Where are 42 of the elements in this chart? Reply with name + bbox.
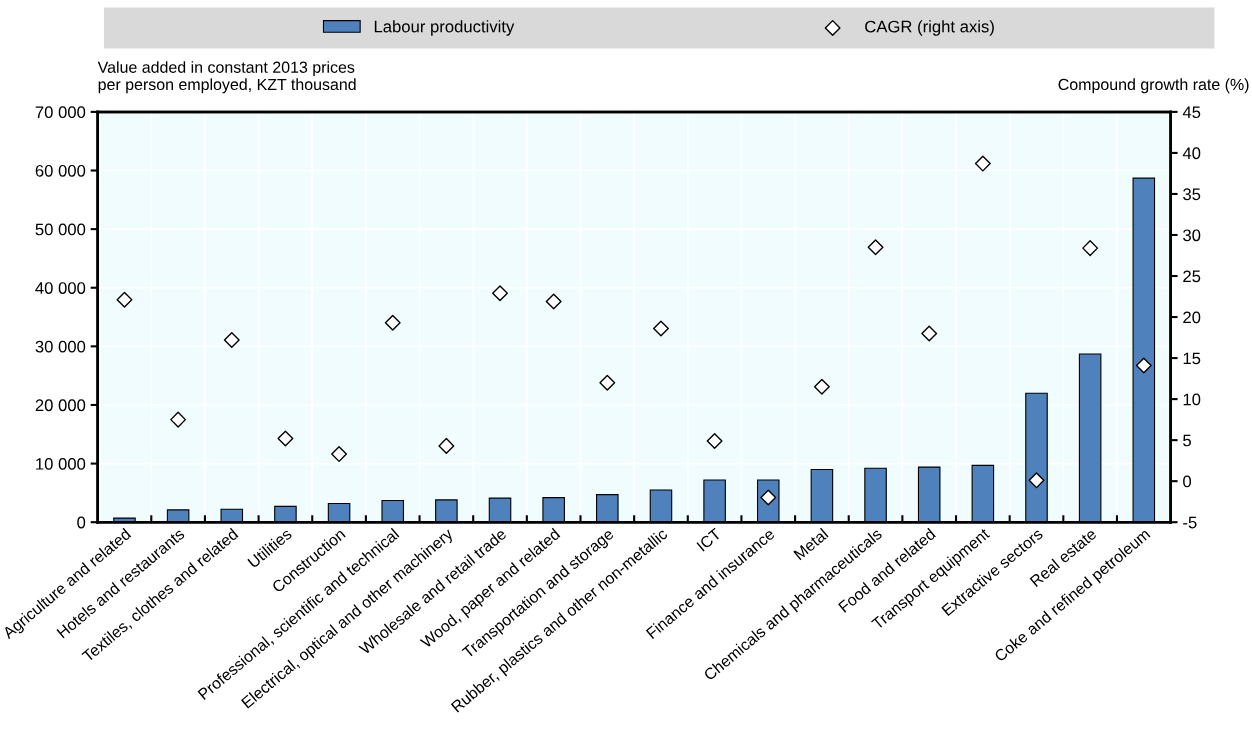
y2-tick-label: 45 [1182, 106, 1201, 119]
y-tick-label: 70 000 [35, 106, 86, 119]
y-tick-label: 0 [77, 516, 86, 529]
y-tick-label: 20 000 [35, 399, 86, 412]
point [974, 155, 991, 172]
point [1082, 240, 1099, 257]
y2-tick-label: 30 [1183, 229, 1201, 242]
y2-tick-label: 0 [1183, 475, 1192, 488]
point [545, 293, 562, 310]
point [384, 314, 401, 331]
point [652, 320, 669, 337]
y2-tick-label: 25 [1183, 270, 1201, 283]
legend-label: Labour productivity [374, 20, 515, 36]
point [1135, 357, 1152, 374]
point [1028, 472, 1045, 489]
point [813, 378, 830, 395]
y-tick-label: 30 000 [35, 340, 86, 353]
point [599, 374, 616, 391]
point [867, 239, 884, 256]
y-tick-label: 10 000 [36, 457, 86, 470]
point [921, 325, 938, 342]
y-tick-label: 60 000 [35, 164, 86, 177]
y-tick-label: 40 000 [35, 282, 86, 294]
point [706, 432, 723, 449]
point [116, 291, 133, 308]
point [170, 411, 187, 428]
y2-tick-label: 20 [1183, 311, 1201, 324]
point [492, 285, 508, 302]
point [223, 332, 240, 349]
y2-tick-label: 5 [1183, 434, 1191, 447]
y2-tick-label: 35 [1183, 188, 1201, 201]
y-axis-title: Value added in constant 2013 prices per person employed, KZT thousand [97, 61, 356, 94]
point [438, 437, 455, 454]
y2-tick-label: -5 [1183, 516, 1197, 529]
y2-tick-label: 40 [1182, 147, 1201, 160]
point [277, 430, 294, 447]
y2-axis-title: Compound growth rate (%) [1058, 78, 1249, 94]
y2-tick-label: 10 [1183, 393, 1201, 406]
legend-label: CAGR (right axis) [865, 20, 994, 36]
y-tick-label: 50 000 [35, 223, 86, 236]
y2-tick-label: 15 [1183, 352, 1201, 365]
point [331, 446, 348, 463]
